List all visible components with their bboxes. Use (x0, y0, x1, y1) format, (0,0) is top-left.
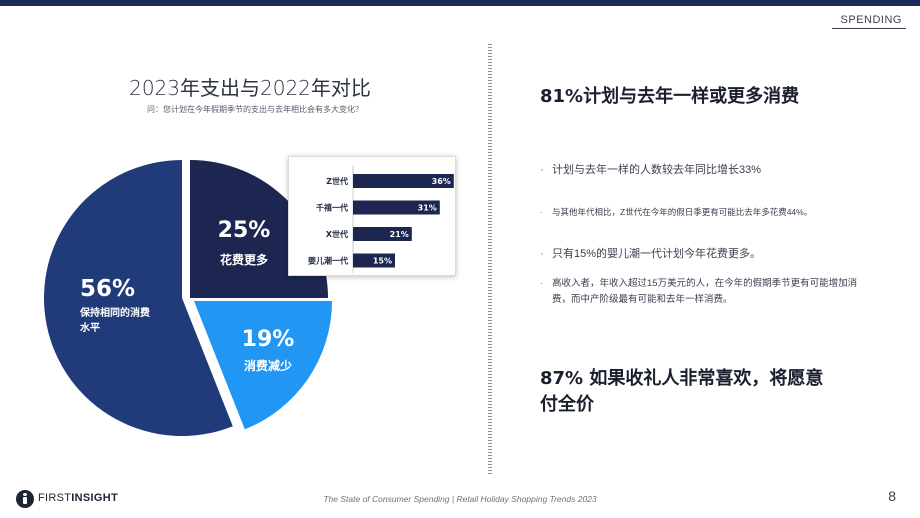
bullet-marker: · (540, 278, 544, 289)
chart-subtitle: 问：您计划在今年假期季节的支出与去年相比会有多大变化？ (147, 105, 363, 114)
bar-category-label: Z世代 (326, 176, 348, 186)
pie-chart: 25% 花费更多 19% 消费减少 56% 保持相同的消费水平 (44, 160, 332, 436)
bar (353, 253, 395, 268)
bar-category-label: X世代 (326, 229, 348, 239)
logo-text-first: FIRST (38, 492, 72, 504)
list-item: · 高收入者，年收入超过15万美元的人，在今年的假期季节更有可能增加消费，而中产… (540, 276, 870, 308)
bullet-marker: · (540, 248, 544, 260)
bar-value-label: 15% (373, 257, 392, 266)
section-tag: SPENDING (840, 14, 902, 26)
list-item: · 计划与去年一样的人数较去年同比增长33% (540, 162, 870, 178)
list-item-text: 计划与去年一样的人数较去年同比增长33% (552, 164, 762, 176)
logo-text-insight: INSIGHT (71, 492, 118, 504)
footer-caption: The State of Consumer Spending | Retail … (323, 494, 597, 504)
headline-full-price: 87% 如果收礼人非常喜欢，将愿意付全价 (540, 368, 824, 415)
pie-slice-value-label: 19% (242, 327, 295, 352)
generation-bar-chart: Z世代 36% 千禧一代 31% X世代 21% 婴儿潮一代 15% (308, 165, 454, 273)
pie-slice-category-label: 保持相同的消费水平 (79, 306, 150, 334)
section-tag-underline (832, 28, 906, 29)
pie-slice-value-label: 56% (80, 276, 135, 302)
bar (353, 174, 454, 188)
top-accent-bar (0, 0, 920, 6)
vertical-divider (488, 44, 492, 474)
chart-title: 2023年支出与2022年对比 (129, 76, 371, 100)
headline-spending-plans: 81%计划与去年一样或更多消费 (540, 86, 800, 107)
bar-category-label: 千禧一代 (316, 203, 348, 213)
bullet-marker: · (540, 207, 543, 217)
logo-mark-icon (16, 490, 34, 508)
pie-slice-value-label: 25% (218, 218, 271, 243)
logo-text: FIRSTINSIGHT (38, 492, 118, 504)
list-item: · 只有15%的婴儿潮一代计划今年花费更多。 (540, 246, 870, 262)
pie-slice-category-label: 花费更多 (220, 252, 268, 267)
list-item-text: 只有15%的婴儿潮一代计划今年花费更多。 (552, 248, 762, 260)
list-item-text: 与其他年代相比，Z世代在今年的假日季更有可能比去年多花费44%。 (552, 207, 813, 217)
bar-value-label: 21% (390, 230, 409, 239)
generation-bar-chart-panel: Z世代 36% 千禧一代 31% X世代 21% 婴儿潮一代 15% (288, 156, 456, 276)
bar-category-label: 婴儿潮一代 (308, 256, 348, 266)
bar-value-label: 36% (432, 177, 451, 186)
pie-slice-category-label: 消费减少 (244, 358, 292, 373)
bar-value-label: 31% (418, 204, 437, 213)
pie-slice (44, 160, 233, 436)
bar (353, 200, 440, 215)
bar (353, 227, 412, 241)
bullet-marker: · (540, 164, 544, 176)
pie-slice (194, 301, 332, 430)
list-item-text: 高收入者，年收入超过15万美元的人，在今年的假期季节更有可能增加消费，而中产阶级… (552, 278, 858, 305)
list-item: · 与其他年代相比，Z世代在今年的假日季更有可能比去年多花费44%。 (540, 204, 870, 221)
page-number: 8 (888, 488, 896, 504)
